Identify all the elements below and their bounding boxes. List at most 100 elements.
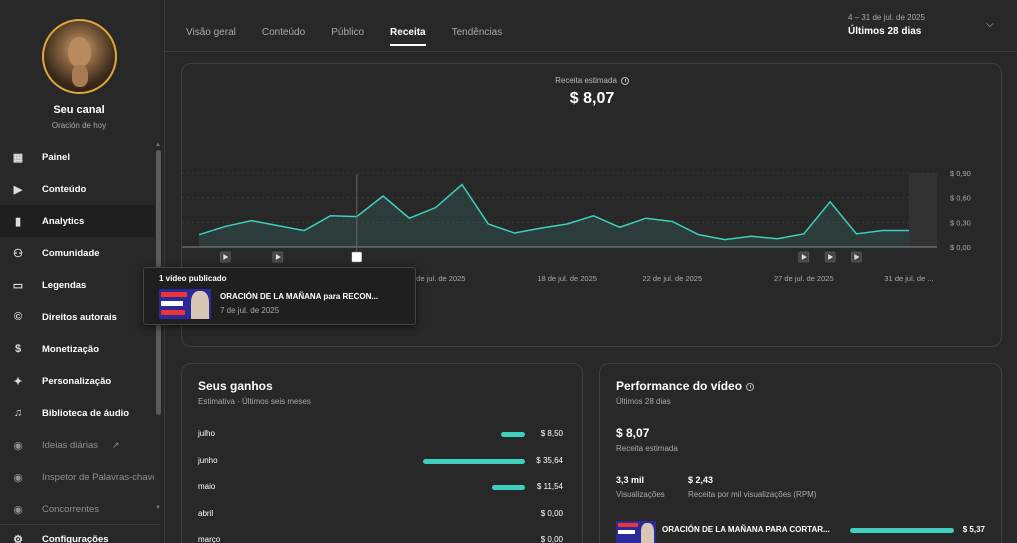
- sidebar: Seu canal Oración de hoy ▦ Painel ▶ Conteúd…: [0, 0, 165, 543]
- earnings-value: $ 0,00: [540, 508, 563, 518]
- sidebar-item-personaliza-o[interactable]: ✦ Personalização: [0, 365, 155, 397]
- revenue-label: Receita estimada: [182, 76, 1002, 85]
- sidebar-item-inspetor-de-palavras-chave[interactable]: ◉ Inspetor de Palavras-chave: [0, 461, 155, 493]
- tooltip-video-date: 7 de jul. de 2025: [220, 306, 280, 315]
- top-video-title[interactable]: ORACIÓN DE LA MAÑANA PARA CORTAR...: [662, 525, 830, 534]
- analytics-icon: ▮: [14, 215, 22, 228]
- chart-series-line: [198, 183, 909, 241]
- community-icon: ⚇: [13, 247, 23, 260]
- x-tick-label: 18 de jul. de 2025: [537, 274, 597, 283]
- tab-vis-o-geral[interactable]: Visão geral: [186, 27, 236, 38]
- earnings-row: maio $ 11,54: [198, 482, 563, 494]
- sidebar-item-monetiza-o[interactable]: $ Monetização: [0, 333, 155, 365]
- audio-library-icon: ♫: [13, 407, 23, 419]
- sidebar-item-label: Conteúdo: [42, 183, 87, 195]
- info-icon[interactable]: [746, 382, 755, 391]
- play-icon: [223, 254, 229, 260]
- earnings-row: junho $ 35,64: [198, 456, 563, 468]
- earnings-subtitle: Estimativa · Últimos seis meses: [198, 397, 311, 406]
- sidebar-item-settings[interactable]: ⚙ Configurações: [0, 525, 160, 543]
- earnings-row: julho $ 8,50: [198, 429, 563, 441]
- earnings-bar: [423, 458, 525, 464]
- earnings-value: $ 11,54: [536, 482, 563, 491]
- sidebar-item-label: Painel: [42, 151, 70, 163]
- info-icon[interactable]: [620, 76, 629, 85]
- video-published-tooltip: 1 vídeo publicado ORACIÓN DE LA MAÑANA p…: [143, 267, 416, 325]
- views-value: 3,3 mil: [616, 475, 645, 485]
- performance-title: Performance do vídeo: [616, 379, 755, 393]
- sidebar-item-label: Personalização: [42, 375, 112, 387]
- earnings-bar: [500, 432, 525, 437]
- revenue-value: $ 8,07: [569, 90, 615, 107]
- date-range-label: Últimos 28 dias: [848, 26, 922, 37]
- y-tick-label: $ 0,00: [950, 243, 971, 252]
- sidebar-item-legendas[interactable]: ▭ Legendas: [0, 269, 155, 301]
- sidebar-item-concorrentes[interactable]: ◉ Concorrentes: [0, 493, 155, 525]
- top-video-thumbnail[interactable]: [616, 521, 656, 543]
- play-icon: [854, 254, 860, 260]
- y-tick-label: $ 0,90: [950, 169, 971, 178]
- sidebar-item-analytics[interactable]: ▮ Analytics: [0, 205, 155, 237]
- keyword-inspector-icon: ◉: [13, 471, 23, 484]
- rpm-value: $ 2,43: [688, 475, 714, 485]
- date-range-picker[interactable]: 4 – 31 de jul. de 2025 Últimos 28 dias: [848, 13, 925, 37]
- sidebar-item-label: Legendas: [42, 279, 87, 291]
- scroll-down-icon[interactable]: ▼: [155, 505, 161, 511]
- chevron-down-icon[interactable]: ⌵: [986, 19, 994, 30]
- sidebar-item-conte-do[interactable]: ▶ Conteúdo: [0, 173, 155, 205]
- content-icon: ▶: [13, 183, 23, 196]
- sidebar-item-ideias-di-rias[interactable]: ◉ Ideias diárias ↗: [0, 429, 155, 461]
- sidebar-item-biblioteca-de-udio[interactable]: ♫ Biblioteca de áudio: [0, 397, 155, 429]
- magic-wand-icon: ✦: [13, 375, 23, 388]
- video-thumbnail[interactable]: [159, 289, 211, 319]
- x-tick-label: 31 de jul. de ...: [884, 274, 933, 283]
- earnings-value: $ 35,64: [536, 455, 563, 465]
- earnings-row: março $ 0,00: [198, 535, 563, 543]
- earnings-month: abril: [198, 508, 214, 518]
- earnings-row: abril $ 0,00: [198, 509, 563, 521]
- competitors-icon: ◉: [13, 503, 23, 516]
- scroll-up-icon[interactable]: ▲: [155, 142, 161, 148]
- sidebar-item-label: Monetização: [42, 343, 100, 355]
- earnings-month: julho: [198, 429, 215, 438]
- tab-receita[interactable]: Receita: [390, 20, 426, 46]
- play-icon: [828, 254, 834, 260]
- earnings-month: maio: [198, 482, 216, 491]
- sidebar-item-label: Direitos autorais: [42, 311, 117, 323]
- sidebar-item-label: Configurações: [42, 533, 109, 543]
- channel-avatar[interactable]: [42, 19, 117, 94]
- analytics-tabs: Visão geral Conteúdo Público Receita Tendênc…: [186, 20, 528, 50]
- sidebar-item-label: Concorrentes: [42, 503, 100, 515]
- sidebar-item-label: Comunidade: [42, 247, 100, 259]
- sidebar-item-label: Inspetor de Palavras-chave: [42, 471, 154, 483]
- earnings-bar: [491, 485, 525, 490]
- play-icon: [801, 254, 807, 260]
- channel-name: Seu canal: [53, 104, 105, 116]
- sidebar-item-painel[interactable]: ▦ Painel: [0, 141, 155, 173]
- earnings-title: Seus ganhos: [198, 379, 273, 393]
- performance-subtitle: Últimos 28 dias: [616, 397, 671, 406]
- performance-revenue-label: Receita estimada: [616, 444, 678, 453]
- revenue-chart: $ 0,00 $ 0,30 $ 0,60 $ 0,90 13 de jul. de 20…: [182, 169, 971, 283]
- tab-conte-do[interactable]: Conteúdo: [261, 27, 306, 38]
- copyright-icon: ©: [13, 311, 23, 323]
- sidebar-nav: ▦ Painel ▶ Conteúdo ▮ Analytics ⚇ Comunidade ▭ Le…: [0, 141, 155, 525]
- chart-area: [199, 184, 909, 247]
- video-marker: [351, 251, 363, 263]
- play-icon: [275, 254, 281, 260]
- tooltip-video-title[interactable]: ORACIÓN DE LA MAÑANA para RECON...: [220, 292, 379, 301]
- top-video-value: $ 5,37: [962, 525, 985, 534]
- gear-icon: ⚙: [13, 533, 23, 543]
- tab-p-blico[interactable]: Público: [331, 27, 365, 38]
- sidebar-item-label: Ideias diárias: [42, 439, 98, 451]
- sidebar-item-direitos-autorais[interactable]: © Direitos autorais: [0, 301, 155, 333]
- daily-ideas-icon: ◉: [13, 439, 23, 452]
- sidebar-item-comunidade[interactable]: ⚇ Comunidade: [0, 237, 155, 269]
- sidebar-item-label: Biblioteca de áudio: [42, 407, 130, 419]
- dollar-icon: $: [14, 343, 22, 355]
- earnings-value: $ 0,00: [540, 535, 563, 543]
- tab-tend-ncias[interactable]: Tendências: [451, 27, 503, 38]
- earnings-value: $ 8,50: [540, 429, 563, 438]
- earnings-month: junho: [198, 455, 218, 465]
